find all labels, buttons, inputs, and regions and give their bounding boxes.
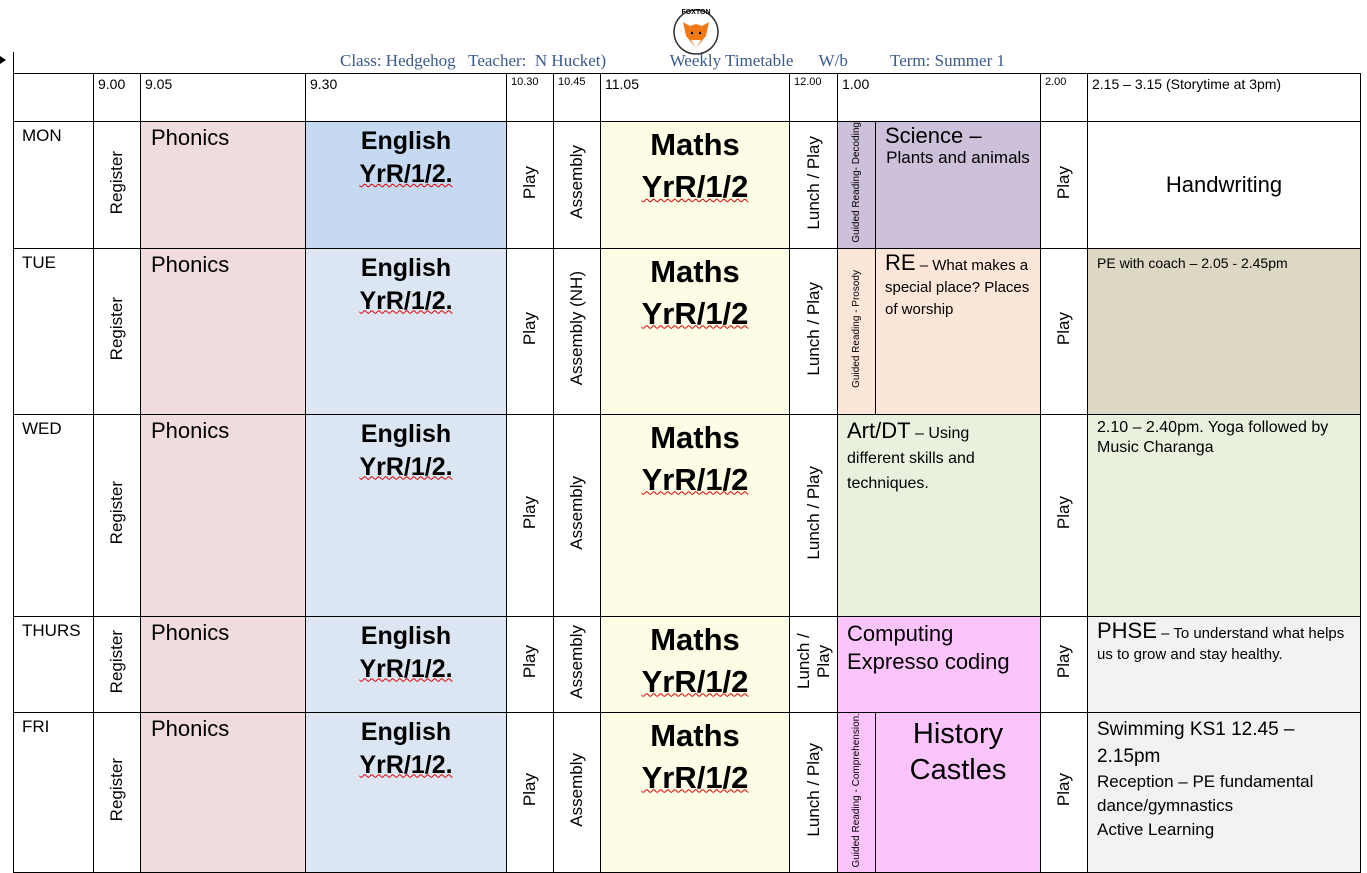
header-row: 9.00 9.05 9.30 10.30 10.45 11.05 12.00 1… <box>13 73 1361 122</box>
play-cell: Play <box>506 413 554 617</box>
day-label: MON <box>13 121 94 249</box>
time-header: 10.45 <box>553 73 601 122</box>
assembly-cell: Assembly <box>553 121 601 249</box>
row-tue: TUE Register Phonics English YrR/1/2. Pla… <box>13 247 1361 415</box>
english-cell: English YrR/1/2. <box>305 413 507 617</box>
maths-cell: Maths YrR/1/2 <box>600 615 790 713</box>
timetable: 9.00 9.05 9.30 10.30 10.45 11.05 12.00 1… <box>13 73 1361 873</box>
day-label: THURS <box>13 615 94 713</box>
foxton-school-logo: FOXTON <box>673 9 719 55</box>
margin-line <box>13 52 14 73</box>
lunch-cell: Lunch / Play <box>789 413 838 617</box>
time-header: 2.00 <box>1040 73 1088 122</box>
assembly-cell: Assembly <box>553 711 601 873</box>
paragraph-marker <box>0 56 6 64</box>
time-header: 9.30 <box>305 73 507 122</box>
time-header: 1.00 <box>837 73 1041 122</box>
day-label: FRI <box>13 711 94 873</box>
play-cell: Play <box>506 615 554 713</box>
time-header: 10.30 <box>506 73 554 122</box>
play-cell: Play <box>506 121 554 249</box>
register-cell: Register <box>93 247 141 415</box>
register-cell: Register <box>93 413 141 617</box>
time-header: 9.00 <box>93 73 141 122</box>
row-thurs: THURS Register Phonics English YrR/1/2. P… <box>13 615 1361 713</box>
guided-reading-cell: Guided Reading- Decoding <box>837 121 876 249</box>
play-cell: Play <box>1040 121 1088 249</box>
svg-text:FOXTON: FOXTON <box>681 9 710 16</box>
time-header: 11.05 <box>600 73 790 122</box>
play-cell: Play <box>1040 615 1088 713</box>
day-label: TUE <box>13 247 94 415</box>
history-cell: History Castles <box>875 711 1041 873</box>
play-cell: Play <box>1040 413 1088 617</box>
english-cell: English YrR/1/2. <box>305 711 507 873</box>
play-cell: Play <box>506 711 554 873</box>
register-cell: Register <box>93 121 141 249</box>
phonics-cell: Phonics <box>140 413 306 617</box>
lunch-cell: Lunch / Play <box>789 615 838 713</box>
time-header: 9.05 <box>140 73 306 122</box>
maths-cell: Maths YrR/1/2 <box>600 247 790 415</box>
phonics-cell: Phonics <box>140 247 306 415</box>
english-cell: English YrR/1/2. <box>305 247 507 415</box>
row-wed: WED Register Phonics English YrR/1/2. Pla… <box>13 413 1361 617</box>
phonics-cell: Phonics <box>140 121 306 249</box>
guided-reading-cell: Guided Reading - Comprehension. <box>837 711 876 873</box>
phonics-cell: Phonics <box>140 615 306 713</box>
lunch-cell: Lunch / Play <box>789 247 838 415</box>
assembly-cell: Assembly (NH) <box>553 247 601 415</box>
assembly-cell: Assembly <box>553 413 601 617</box>
phse-cell: PHSE – To understand what helps us to gr… <box>1087 615 1361 713</box>
guided-reading-cell: Guided Reading - Prosody <box>837 247 876 415</box>
english-cell: English YrR/1/2. <box>305 121 507 249</box>
computing-cell: Computing Expresso coding <box>837 615 1041 713</box>
maths-cell: Maths YrR/1/2 <box>600 121 790 249</box>
english-cell: English YrR/1/2. <box>305 615 507 713</box>
assembly-cell: Assembly <box>553 615 601 713</box>
lunch-cell: Lunch / Play <box>789 711 838 873</box>
art-dt-cell: Art/DT – Using different skills and tech… <box>837 413 1041 617</box>
maths-cell: Maths YrR/1/2 <box>600 711 790 873</box>
day-label: WED <box>13 413 94 617</box>
phonics-cell: Phonics <box>140 711 306 873</box>
time-header: 2.15 – 3.15 (Storytime at 3pm) <box>1087 73 1361 122</box>
register-cell: Register <box>93 711 141 873</box>
time-header: 12.00 <box>789 73 838 122</box>
maths-cell: Maths YrR/1/2 <box>600 413 790 617</box>
page-title: Class: Hedgehog Teacher: N Hucket) Weekl… <box>340 51 1005 70</box>
yoga-music-cell: 2.10 – 2.40pm. Yoga followed by Music Ch… <box>1087 413 1361 617</box>
play-cell: Play <box>1040 711 1088 873</box>
handwriting-cell: Handwriting <box>1087 121 1361 249</box>
lunch-cell: Lunch / Play <box>789 121 838 249</box>
science-cell: Science – Plants and animals <box>875 121 1041 249</box>
register-cell: Register <box>93 615 141 713</box>
re-cell: RE – What makes a special place? Places … <box>875 247 1041 415</box>
swimming-pe-cell: Swimming KS1 12.45 – 2.15pm Reception – P… <box>1087 711 1361 873</box>
pe-cell: PE with coach – 2.05 - 2.45pm <box>1087 247 1361 415</box>
row-mon: MON Register Phonics English YrR/1/2. Pla… <box>13 121 1361 249</box>
corner-cell <box>13 73 94 122</box>
play-cell: Play <box>506 247 554 415</box>
row-fri: FRI Register Phonics English YrR/1/2. Pla… <box>13 711 1361 873</box>
play-cell: Play <box>1040 247 1088 415</box>
